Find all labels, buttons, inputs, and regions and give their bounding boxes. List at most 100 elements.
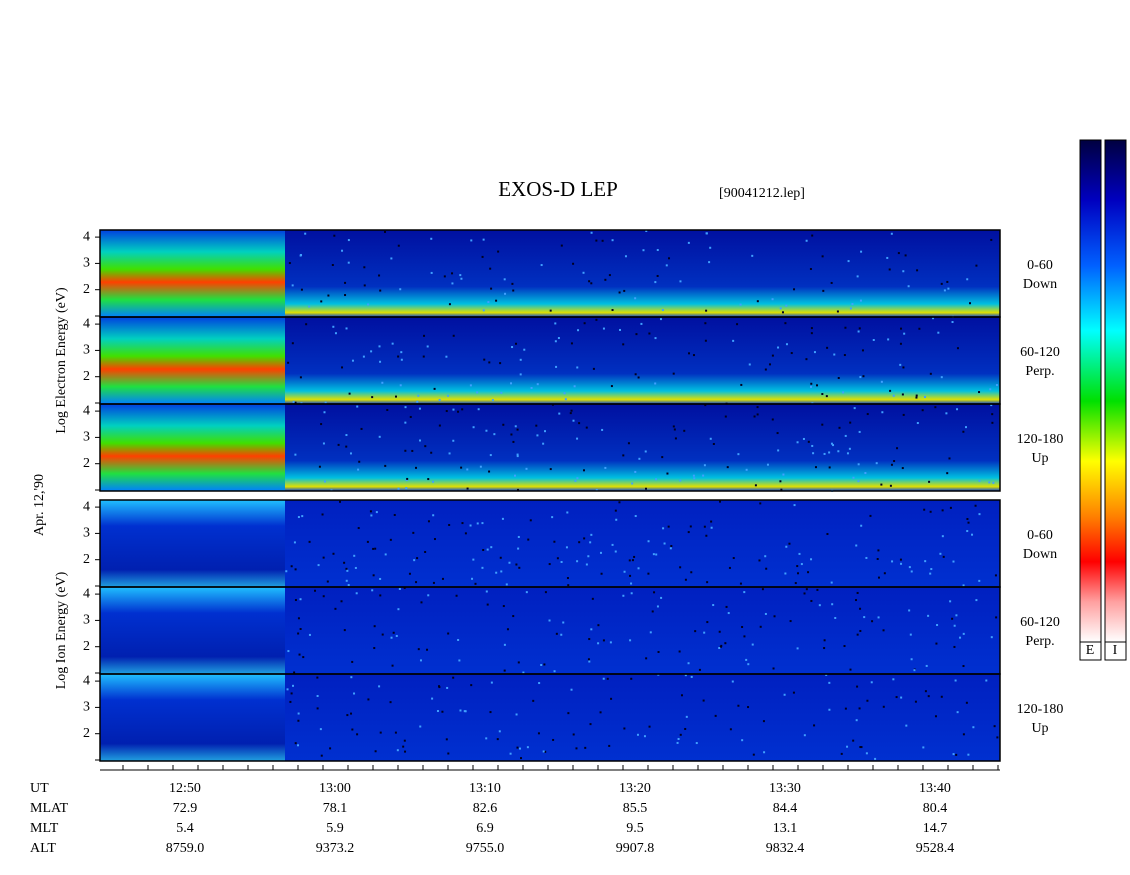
speckle [954, 625, 956, 627]
speckle [679, 650, 681, 652]
speckle [541, 264, 543, 266]
speckle [562, 622, 564, 624]
speckle [333, 235, 335, 237]
speckle [470, 239, 472, 241]
speckle [500, 392, 502, 394]
speckle [693, 475, 695, 477]
speckle [588, 658, 590, 660]
speckle [878, 616, 880, 618]
speckle [380, 732, 382, 734]
speckle [806, 588, 808, 590]
y-tick-label: 2 [83, 726, 90, 741]
speckle [543, 663, 545, 665]
speckle [645, 488, 647, 490]
speckle [622, 595, 624, 597]
speckle [774, 615, 776, 617]
speckle [419, 408, 421, 410]
speckle [558, 337, 560, 339]
speckle [680, 734, 682, 736]
speckle [487, 604, 489, 606]
speckle [819, 604, 821, 606]
speckle [433, 582, 435, 584]
speckle [555, 340, 557, 342]
speckle [673, 425, 675, 427]
speckle [350, 676, 352, 678]
speckle [900, 559, 902, 561]
speckle [520, 757, 522, 759]
speckle [978, 513, 980, 515]
speckle [467, 488, 469, 490]
y-tick-label: 3 [83, 343, 90, 358]
speckle [719, 501, 721, 503]
speckle [308, 306, 310, 308]
speckle [702, 475, 704, 477]
speckle [709, 247, 711, 249]
speckle [962, 431, 964, 433]
speckle [304, 233, 306, 235]
speckle [966, 278, 968, 280]
speckle [684, 728, 686, 730]
speckle [930, 373, 932, 375]
speckle [600, 711, 602, 713]
speckle [916, 395, 918, 397]
speckle [610, 641, 612, 643]
speckle [662, 309, 664, 311]
speckle [654, 382, 656, 384]
speckle [660, 318, 662, 320]
speckle [862, 375, 864, 377]
speckle [473, 426, 475, 428]
speckle [379, 290, 381, 292]
title: EXOS-D LEP [498, 177, 618, 201]
speckle [324, 480, 326, 482]
speckle [857, 275, 859, 277]
speckle [341, 600, 343, 602]
speckle [401, 359, 403, 361]
speckle [966, 530, 968, 532]
speckle [367, 698, 369, 700]
speckle [452, 440, 454, 442]
speckle [531, 387, 533, 389]
speckle [295, 742, 297, 744]
speckle [859, 431, 861, 433]
speckle [975, 505, 977, 507]
speckle [955, 614, 957, 616]
speckle [480, 466, 482, 468]
row-value: 5.4 [176, 821, 194, 836]
speckle [745, 659, 747, 661]
speckle [300, 254, 302, 256]
speckle [856, 686, 858, 688]
row-value: 82.6 [473, 801, 498, 816]
speckle [948, 457, 950, 459]
speckle [346, 570, 348, 572]
speckle [644, 735, 646, 737]
speckle [972, 726, 974, 728]
speckle [944, 289, 946, 291]
speckle [348, 584, 350, 586]
speckle [553, 541, 555, 543]
speckle [615, 551, 617, 553]
speckle [391, 637, 393, 639]
speckle [320, 300, 322, 302]
speckle [344, 629, 346, 631]
colorbar-label: E [1086, 643, 1095, 658]
speckle [849, 448, 851, 450]
speckle [584, 322, 586, 324]
panel-left [100, 587, 285, 674]
speckle [298, 617, 300, 619]
speckle [339, 501, 341, 503]
speckle [576, 366, 578, 368]
speckle [946, 281, 948, 283]
speckle [995, 616, 997, 618]
speckle [797, 441, 799, 443]
speckle [648, 540, 650, 542]
speckle [424, 551, 426, 553]
speckle [877, 549, 879, 551]
speckle [849, 669, 851, 671]
speckle [816, 384, 818, 386]
speckle [968, 522, 970, 524]
speckle [860, 525, 862, 527]
speckle [654, 281, 656, 283]
speckle [561, 245, 563, 247]
speckle [985, 680, 987, 682]
speckle [640, 323, 642, 325]
